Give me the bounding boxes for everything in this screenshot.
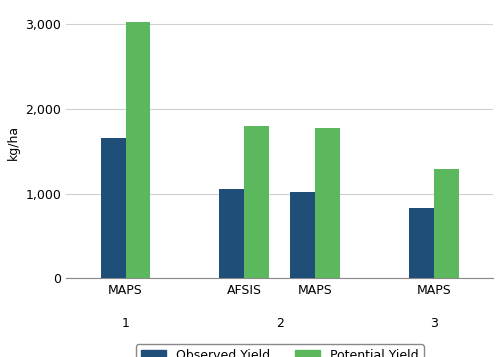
Text: 1: 1	[122, 317, 130, 330]
Bar	[126, 22, 150, 278]
Bar	[315, 128, 340, 278]
Y-axis label: kg/ha: kg/ha	[7, 125, 20, 160]
Legend: Observed Yield, Potential Yield: Observed Yield, Potential Yield	[136, 345, 424, 357]
Text: 3: 3	[430, 317, 438, 330]
Bar	[219, 189, 244, 278]
Bar	[434, 169, 458, 278]
Bar	[100, 139, 126, 278]
Text: 2: 2	[276, 317, 283, 330]
Bar	[244, 126, 269, 278]
Bar	[409, 208, 434, 278]
Bar	[290, 192, 315, 278]
